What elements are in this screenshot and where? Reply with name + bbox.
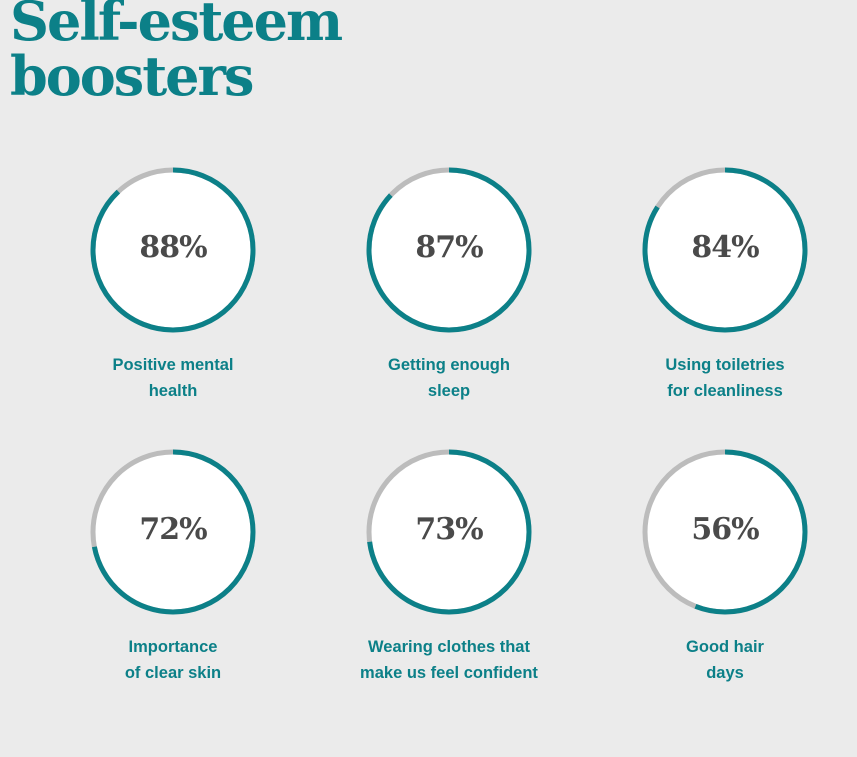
donut-background bbox=[93, 170, 253, 330]
label-line: for cleanliness bbox=[667, 382, 783, 400]
donut-category-label: Wearing clothes that make us feel confid… bbox=[339, 634, 559, 686]
donut-item-getting-enough-sleep: 87% Getting enough sleep bbox=[339, 166, 559, 416]
label-line: Using toiletries bbox=[665, 356, 785, 374]
donut-value-label: 56% bbox=[691, 512, 759, 547]
donut-value-arc bbox=[366, 449, 532, 615]
donut-value-arc bbox=[642, 449, 808, 615]
donut-item-using-toiletries: 84% Using toiletries for cleanliness bbox=[615, 166, 835, 416]
donut-value-arc bbox=[90, 449, 256, 615]
donut-item-clear-skin: 72% Importance of clear skin bbox=[63, 448, 283, 698]
donut-category-label: Good hair days bbox=[615, 634, 835, 686]
donut-value-label: 87% bbox=[415, 230, 483, 265]
donut-value-arc bbox=[642, 167, 808, 333]
donut-category-label: Getting enough sleep bbox=[339, 352, 559, 404]
label-line: make us feel confident bbox=[360, 664, 538, 682]
donut-chart bbox=[90, 167, 256, 333]
label-line: Positive mental bbox=[112, 356, 234, 374]
donut-value-label: 73% bbox=[415, 512, 483, 547]
label-line: Wearing clothes that bbox=[368, 638, 530, 656]
title-line-2: boosters bbox=[10, 44, 254, 108]
label-line: Good hair bbox=[686, 638, 764, 656]
donut-background bbox=[645, 170, 805, 330]
donut-value-label: 88% bbox=[139, 230, 207, 265]
label-line: health bbox=[148, 382, 198, 400]
donut-value-label: 84% bbox=[691, 230, 759, 265]
donut-item-positive-mental-health: 88% Positive mental health bbox=[63, 166, 283, 416]
donut-chart bbox=[90, 449, 256, 615]
donut-category-label: Positive mental health bbox=[63, 352, 283, 404]
donut-value-label: 72% bbox=[139, 512, 207, 547]
donut-chart bbox=[366, 449, 532, 615]
donut-value-arc bbox=[366, 167, 532, 333]
donut-value-arc bbox=[90, 167, 256, 333]
label-line: days bbox=[706, 664, 744, 682]
donut-chart bbox=[642, 449, 808, 615]
donut-background bbox=[369, 170, 529, 330]
page-title: Self-esteem boosters bbox=[10, 0, 343, 108]
donut-background bbox=[369, 452, 529, 612]
donut-background bbox=[645, 452, 805, 612]
donut-chart bbox=[642, 167, 808, 333]
donut-background bbox=[93, 452, 253, 612]
donut-category-label: Using toiletries for cleanliness bbox=[615, 352, 835, 404]
label-line: Getting enough bbox=[388, 356, 510, 374]
label-line: Importance bbox=[128, 638, 218, 656]
label-line: of clear skin bbox=[124, 664, 222, 682]
donut-item-good-hair-days: 56% Good hair days bbox=[615, 448, 835, 698]
donut-item-wearing-clothes: 73% Wearing clothes that make us feel co… bbox=[339, 448, 559, 698]
title-line-1: Self-esteem bbox=[10, 0, 343, 53]
label-line: sleep bbox=[427, 382, 471, 400]
donut-chart bbox=[366, 167, 532, 333]
donut-category-label: Importance of clear skin bbox=[63, 634, 283, 686]
